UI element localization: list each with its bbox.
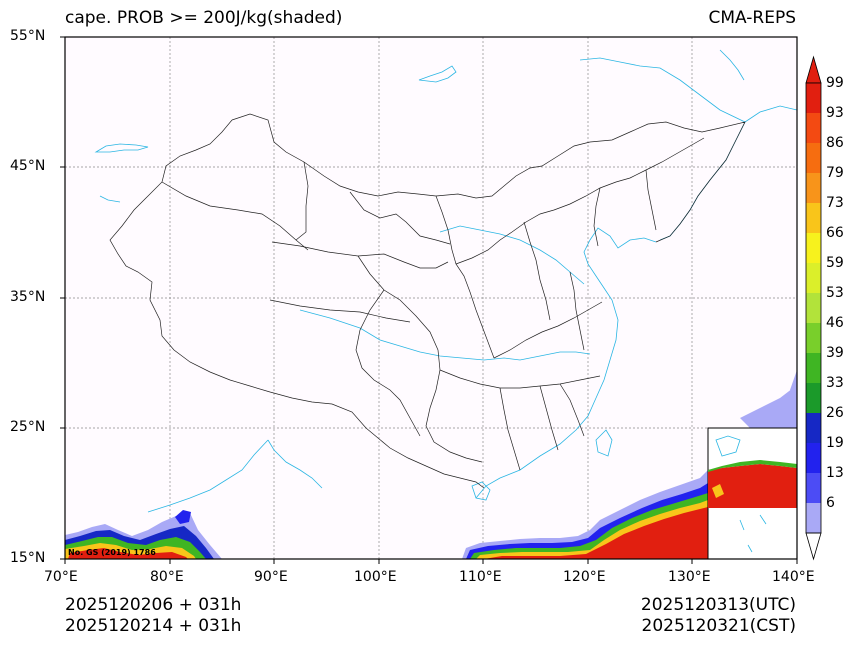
colorbar-segment	[806, 443, 821, 473]
colorbar-under-arrow	[805, 532, 822, 561]
colorbar-tick-label: 19	[826, 435, 844, 451]
lat-label: 25°N	[10, 419, 46, 435]
colorbar-segment	[806, 203, 821, 233]
colorbar-segment	[806, 263, 821, 293]
colorbar-tick-label: 73	[826, 195, 844, 211]
valid-time-cst: 2025120321(CST)	[641, 616, 796, 636]
colorbar-segment	[806, 503, 821, 533]
colorbar-segment	[806, 323, 821, 353]
colorbar-segment	[806, 413, 821, 443]
colorbar-tick-label: 26	[826, 405, 844, 421]
colorbar-tick-label: 13	[826, 465, 844, 481]
lon-label: 80°E	[150, 569, 184, 585]
colorbar-segment	[806, 353, 821, 383]
lon-label: 130°E	[668, 569, 711, 585]
colorbar-tick-label: 99	[826, 75, 844, 91]
inset-content	[708, 435, 797, 553]
colorbar-segment	[806, 143, 821, 173]
colorbar-tick-label: 59	[826, 255, 844, 271]
lat-label: 45°N	[10, 158, 46, 174]
colorbar-tick-label: 46	[826, 315, 844, 331]
colorbar-tick-label: 79	[826, 165, 844, 181]
colorbar-tick-label: 39	[826, 345, 844, 361]
lat-label: 55°N	[10, 28, 46, 44]
colorbar-tick-label: 86	[826, 135, 844, 151]
colorbar-segment	[806, 233, 821, 263]
init-time-utc: 2025120206 + 031h	[65, 595, 242, 615]
lat-label: 35°N	[10, 289, 46, 305]
colorbar-segment	[806, 173, 821, 203]
colorbar-segment	[806, 83, 821, 113]
colorbar-segment	[806, 473, 821, 503]
colorbar-over-arrow	[805, 55, 822, 84]
axis-ticks	[60, 36, 798, 564]
lon-label: 120°E	[563, 569, 606, 585]
graticule	[65, 37, 797, 559]
lon-label: 70°E	[44, 569, 78, 585]
init-time-cst: 2025120214 + 031h	[65, 616, 242, 636]
lon-label: 100°E	[354, 569, 397, 585]
colorbar-segment	[806, 113, 821, 143]
cape-probability-shading	[65, 370, 797, 559]
chart-title: cape. PROB >= 200J/kg(shaded)	[65, 8, 343, 28]
lon-label: 90°E	[254, 569, 288, 585]
colorbar-segment	[806, 383, 821, 413]
colorbar-tick-label: 53	[826, 285, 844, 301]
colorbar-tick-label: 6	[826, 495, 835, 511]
valid-time-utc: 2025120313(UTC)	[640, 595, 796, 615]
lat-label: 15°N	[10, 550, 46, 566]
colorbar	[805, 55, 822, 561]
model-name: CMA-REPS	[708, 8, 796, 28]
admin-borders	[109, 113, 746, 489]
map-approval-number: No. GS (2019) 1786	[68, 548, 156, 557]
lon-label: 140°E	[772, 569, 815, 585]
lon-label: 110°E	[459, 569, 502, 585]
colorbar-tick-label: 93	[826, 105, 844, 121]
colorbar-segment	[806, 293, 821, 323]
colorbar-tick-label: 33	[826, 375, 844, 391]
colorbar-outline	[805, 82, 822, 534]
colorbar-tick-label: 66	[826, 225, 844, 241]
